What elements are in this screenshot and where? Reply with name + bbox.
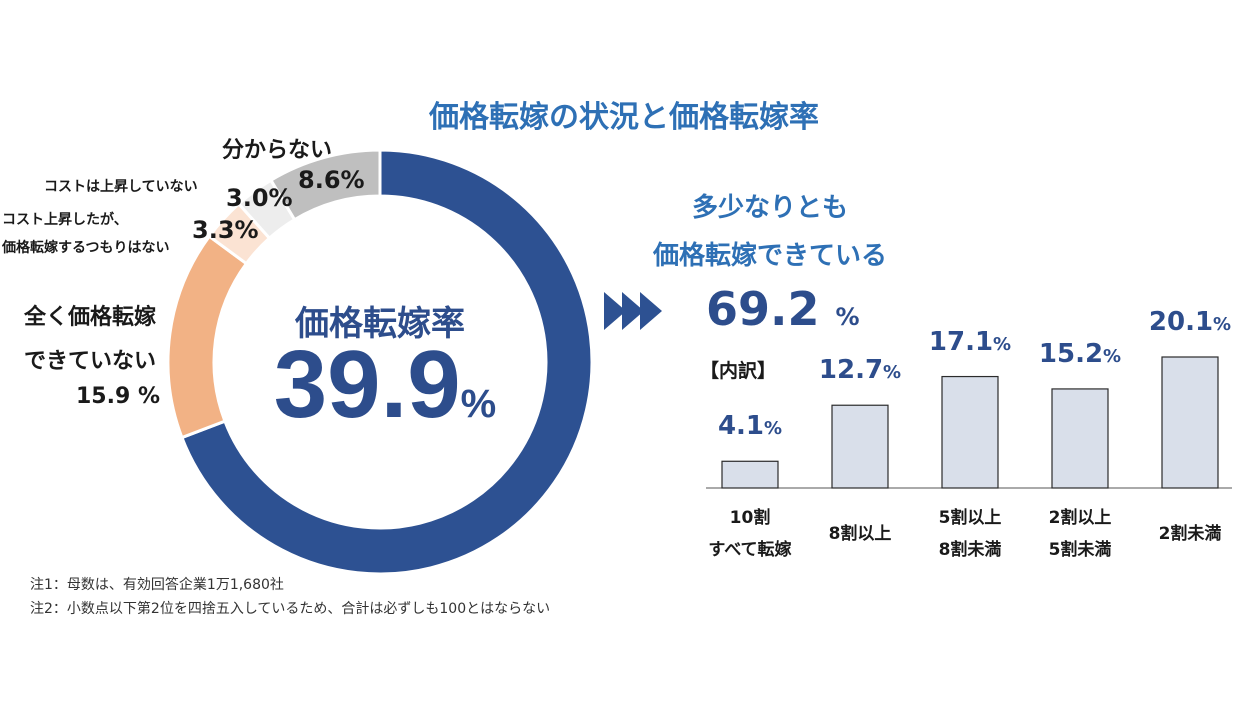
slice-label-no-intent-line2: 価格転嫁するつもりはない (2, 240, 170, 256)
note-2: 注2：小数点以下第2位を四捨五入しているため、合計は必ずしも100とはならない (30, 601, 551, 617)
slice-label-not-passed: 全く価格転嫁 できていない (24, 296, 156, 384)
bar-heading-value-wrap: 69.2 % (706, 282, 860, 336)
bar-heading: 多少なりとも 価格転嫁できている (620, 184, 920, 280)
donut-slice-4 (268, 148, 382, 222)
bar-category-3-line-0: 2割以上 (1048, 508, 1112, 528)
slice-value-no-intent: 3.3% (192, 216, 259, 244)
bar-category-3: 2割以上 5割未満 (1020, 502, 1140, 566)
note-1: 注1：母数は、有効回答企業1万1,680社 (30, 577, 284, 593)
center-value: 39.9 (273, 331, 461, 438)
bar-value-label-3: 15.2% (1022, 339, 1138, 369)
bar-value-unit-0: % (764, 418, 783, 440)
slice-label-no-intent: コスト上昇したが、 価格転嫁するつもりはない (2, 206, 169, 262)
bar-category-4: 2割未満 (1130, 518, 1248, 550)
donut-slice-1 (166, 234, 249, 440)
bar-heading-line1: 多少なりとも (691, 193, 848, 223)
slice-label-no-cost-rise: コストは上昇していない (44, 179, 198, 195)
bar-category-1: 8割以上 (800, 518, 920, 550)
center-value-wrap: 39.9% (250, 330, 520, 459)
bar-category-0: 10割すべて転嫁 (690, 502, 810, 566)
bar-category-3-line-1: 5割未満 (1048, 540, 1112, 560)
bar-value-number-1: 12.7 (818, 355, 884, 386)
bar-value-number-2: 17.1 (928, 326, 994, 357)
bar-heading-unit: % (835, 303, 860, 331)
bar-value-number-4: 20.1 (1148, 307, 1214, 337)
bar-value-label-0: 4.1% (692, 411, 808, 441)
bar-category-1-line-0: 8割以上 (828, 524, 892, 544)
bar-value-label-4: 20.1% (1132, 307, 1248, 337)
bar-value-unit-3: % (1103, 345, 1122, 367)
center-unit: % (460, 382, 497, 426)
center-label: 価格転嫁率 (295, 304, 465, 344)
bar-value-unit-1: % (883, 362, 902, 384)
bar-value-unit-2: % (993, 333, 1012, 355)
slice-label-unknown: 分からない (222, 138, 333, 163)
bar-value-number-0: 4.1 (717, 411, 764, 442)
bar-category-2-line-1: 8割未満 (938, 540, 1002, 560)
bar-heading-line2: 価格転嫁できている (652, 241, 887, 271)
slice-label-no-intent-line1: コスト上昇したが、 (2, 212, 128, 228)
breakdown-label: 【内訳】 (700, 360, 777, 382)
bar-category-2: 5割以上 8割未満 (910, 502, 1030, 566)
page-title: 価格転嫁の状況と価格転嫁率 (429, 100, 819, 135)
bar-value-label-2: 17.1% (912, 327, 1028, 357)
bar-category-0-line-0: 10割 (729, 508, 771, 528)
bar-category-2-line-0: 5割以上 (938, 508, 1002, 528)
slice-label-not-passed-line1: 全く価格転嫁 (24, 305, 157, 330)
slice-value-not-passed: 15.9 % (76, 384, 160, 409)
bar-heading-value: 69.2 (706, 282, 820, 336)
bar-value-unit-4: % (1213, 314, 1232, 335)
bar-category-4-line-0: 2割未満 (1158, 524, 1222, 544)
slice-label-not-passed-line2: できていない (24, 349, 157, 374)
bar-value-number-3: 15.2 (1038, 338, 1104, 369)
bar-category-0-line-1: すべて転嫁 (708, 540, 792, 560)
slice-value-no-cost-rise: 3.0% (226, 184, 293, 212)
slice-value-unknown: 8.6% (298, 166, 365, 194)
bar-value-label-1: 12.7% (802, 355, 918, 385)
donut-slice-0 (179, 148, 594, 576)
